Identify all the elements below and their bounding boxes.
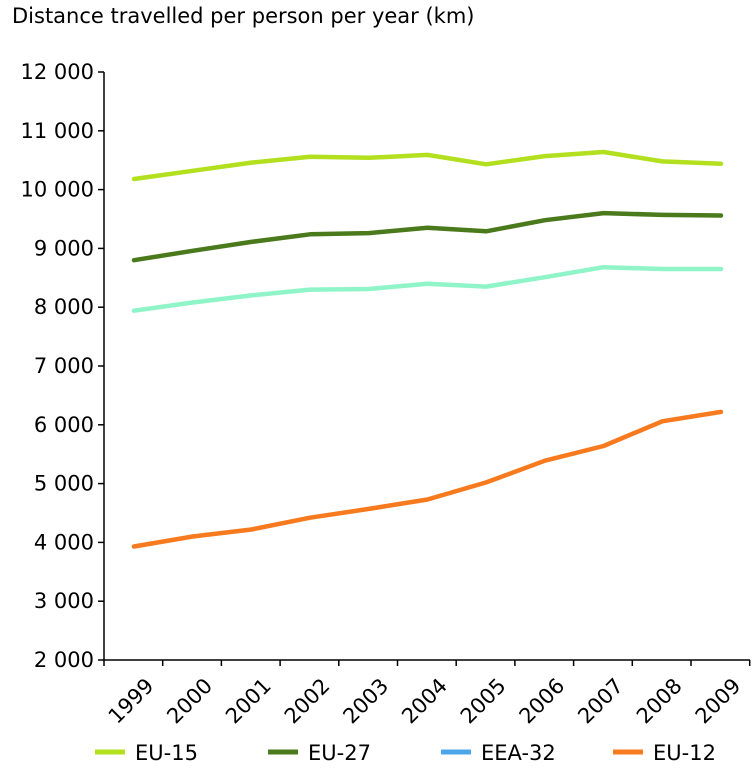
x-axis: 1999 2000 2001 2002 2003 2004 2005 2006 2007 2008… bbox=[103, 659, 751, 729]
y-tick-label: 10 000 bbox=[21, 178, 94, 202]
legend-label: EU-27 bbox=[308, 741, 371, 765]
series-line-eu-15 bbox=[131, 149, 724, 182]
legend-label: EEA-32 bbox=[481, 741, 556, 765]
x-tick-label: 2003 bbox=[338, 674, 393, 729]
y-tick-label: 6 000 bbox=[34, 413, 94, 437]
x-tick-label: 2000 bbox=[162, 674, 217, 729]
y-tick-label: 3 000 bbox=[34, 589, 94, 613]
legend-label: EU-15 bbox=[135, 741, 198, 765]
legend-label: EU-12 bbox=[653, 741, 716, 765]
series-lines bbox=[131, 149, 724, 549]
series-line-eea-32 bbox=[131, 264, 724, 313]
x-tick-label: 1999 bbox=[104, 674, 159, 729]
y-tick-label: 5 000 bbox=[34, 472, 94, 496]
x-tick-label: 2002 bbox=[280, 674, 335, 729]
legend: EU-15 EU-27 EEA-32 EU-12 bbox=[95, 741, 716, 765]
y-axis: 2 000 3 000 4 000 5 000 6 000 7 000 8 000 9 000… bbox=[21, 60, 105, 672]
y-tick-label: 7 000 bbox=[34, 354, 94, 378]
x-tick-label: 2007 bbox=[573, 674, 628, 729]
x-tick-label: 2001 bbox=[221, 674, 276, 729]
x-tick-label: 2008 bbox=[632, 674, 687, 729]
x-tick-label: 2009 bbox=[691, 674, 746, 729]
series-line-eu-27 bbox=[131, 210, 724, 263]
y-tick-label: 11 000 bbox=[21, 119, 94, 143]
x-tick-label: 2006 bbox=[515, 674, 570, 729]
y-tick-label: 2 000 bbox=[34, 648, 94, 672]
chart-title: Distance travelled per person per year (… bbox=[12, 4, 474, 28]
y-tick-label: 12 000 bbox=[21, 60, 94, 84]
x-tick-label: 2005 bbox=[456, 674, 511, 729]
y-tick-label: 9 000 bbox=[34, 236, 94, 260]
y-tick-label: 4 000 bbox=[34, 530, 94, 554]
x-tick-label: 2004 bbox=[397, 674, 452, 729]
series-line-eu-12 bbox=[131, 409, 724, 549]
y-tick-label: 8 000 bbox=[34, 295, 94, 319]
